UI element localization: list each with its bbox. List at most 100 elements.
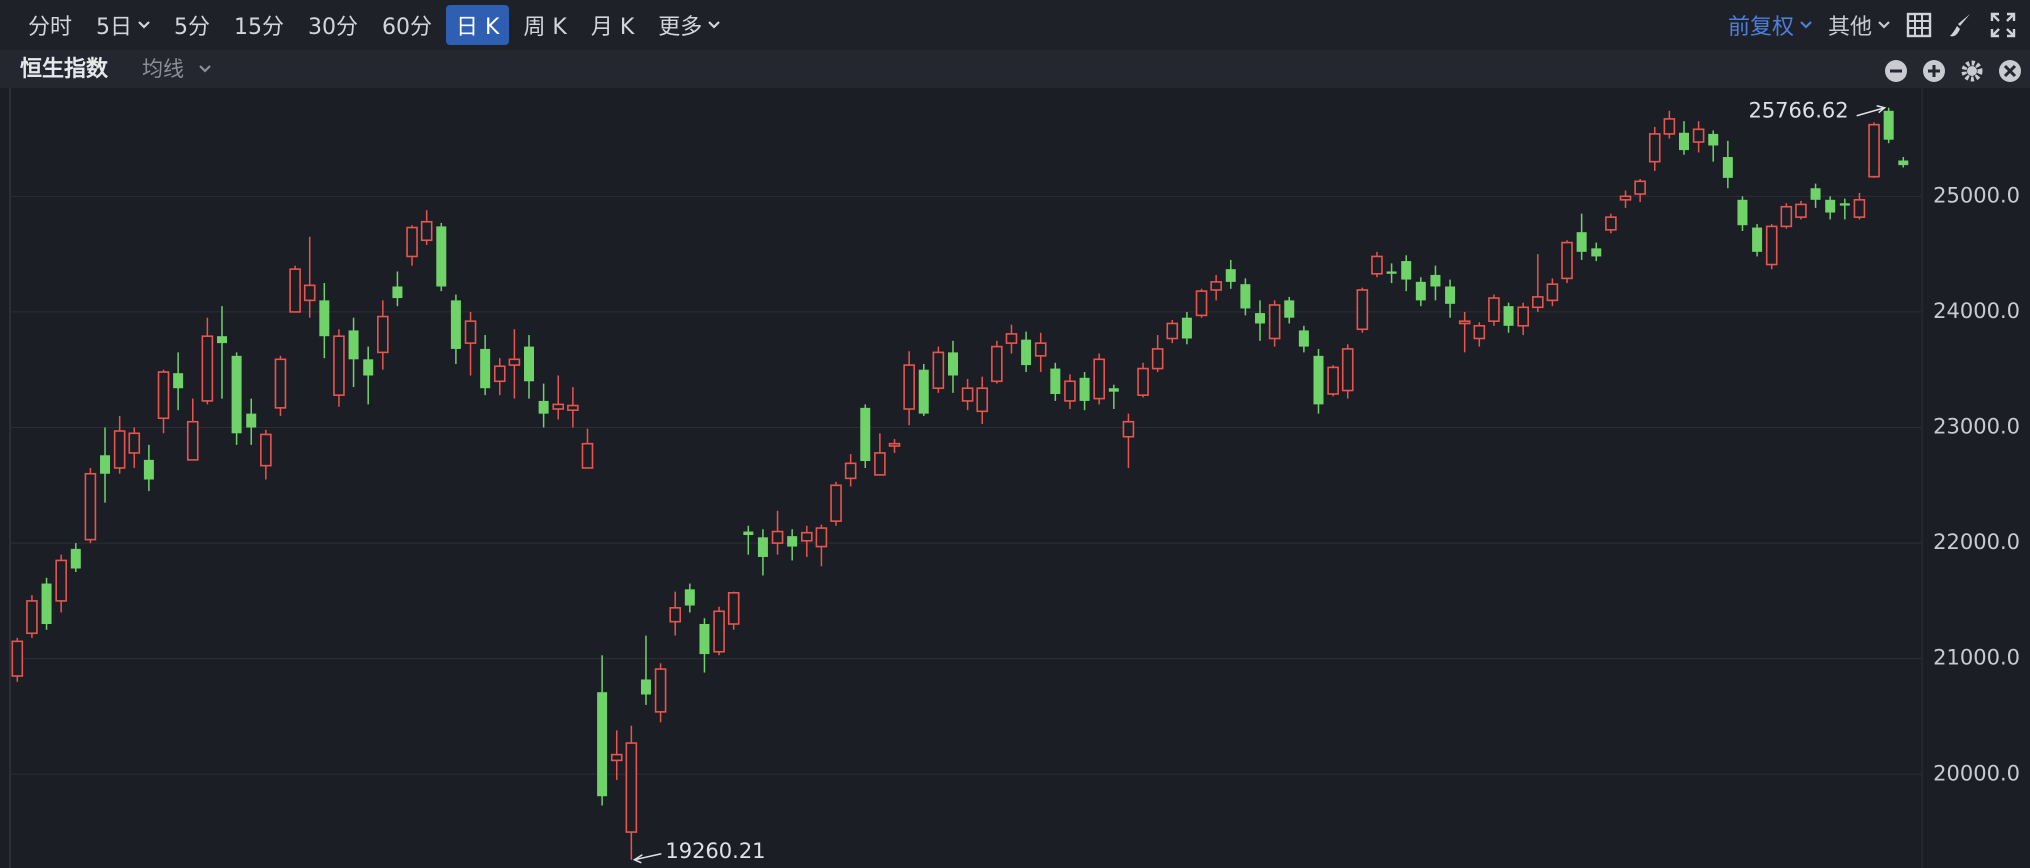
candle-body xyxy=(1810,188,1821,200)
candle-body xyxy=(625,742,638,833)
candle-body xyxy=(450,300,461,349)
candle-body xyxy=(1722,157,1733,178)
close-glyph xyxy=(2003,64,2017,78)
candle-body xyxy=(1473,324,1486,340)
period-tab[interactable]: 30分 xyxy=(298,5,368,45)
fullscreen-icon[interactable] xyxy=(1990,12,2016,38)
candle-body xyxy=(143,459,154,480)
candle-body xyxy=(41,583,52,625)
candle-body xyxy=(1356,289,1369,331)
candle-body xyxy=(363,359,374,376)
candle-body xyxy=(1210,281,1222,291)
candle-body xyxy=(1034,342,1047,357)
adjust-menu[interactable]: 前复权 xyxy=(1728,9,1812,41)
candle-body xyxy=(1765,225,1778,266)
period-tab[interactable]: 5分 xyxy=(164,5,220,45)
period-label: 月 K xyxy=(590,15,635,40)
candle-body xyxy=(231,355,242,434)
candle-body xyxy=(1663,118,1676,135)
candle-body xyxy=(1634,180,1646,195)
candle-body xyxy=(493,365,506,383)
caret xyxy=(708,21,721,29)
candle-body xyxy=(771,530,784,544)
candle-body xyxy=(113,430,126,469)
period-tab[interactable]: 15分 xyxy=(224,5,294,45)
caret xyxy=(1800,21,1812,29)
candle-body xyxy=(420,220,433,242)
candle-body xyxy=(84,472,97,541)
y-tick-label: 23000.0 xyxy=(1933,415,2020,439)
candle-body xyxy=(1122,420,1135,438)
candle-body xyxy=(1853,199,1866,218)
candle-body xyxy=(1064,380,1076,402)
candle-body xyxy=(1430,274,1441,287)
candle-body xyxy=(699,624,710,655)
candle-body xyxy=(11,640,24,677)
candle-body xyxy=(1619,195,1632,201)
chart-title: 恒生指数 xyxy=(20,56,109,82)
candle-body xyxy=(1780,205,1793,228)
candle-body xyxy=(1415,281,1426,301)
caret-path xyxy=(138,21,150,29)
candle-body xyxy=(1898,160,1909,166)
candle-body xyxy=(1137,367,1149,396)
candle-body xyxy=(610,753,623,762)
period-tab[interactable]: 分时 xyxy=(18,5,82,45)
period-tab[interactable]: 月 K xyxy=(581,5,644,45)
candle-body xyxy=(173,373,184,389)
candle-body xyxy=(1021,339,1032,366)
max-annotation: 25766.62 xyxy=(1748,99,1848,123)
candle-body xyxy=(903,364,915,410)
candle-body xyxy=(1517,306,1529,327)
candle-body xyxy=(1839,203,1850,206)
candle-body xyxy=(860,407,871,462)
toolbar-right: 前复权 其他 xyxy=(1728,0,2016,50)
candle-body xyxy=(1093,358,1105,400)
candle-body xyxy=(684,589,695,606)
candle-body xyxy=(888,442,901,447)
candle-body xyxy=(1648,133,1661,163)
candle-body xyxy=(597,692,608,797)
period-label: 日 K xyxy=(456,15,500,40)
candle-body xyxy=(260,433,272,467)
candle-body xyxy=(961,387,974,402)
candle-body xyxy=(1079,377,1090,401)
period-label: 5分 xyxy=(174,15,211,40)
candle-body xyxy=(844,462,857,480)
candle-body xyxy=(1531,296,1544,309)
draw-icon[interactable] xyxy=(1948,12,1974,38)
period-tab[interactable]: 更多 xyxy=(648,5,730,45)
candle-body xyxy=(289,268,301,313)
period-tab[interactable]: 60分 xyxy=(372,5,442,45)
max-arrow xyxy=(1856,105,1887,117)
caret xyxy=(199,65,211,73)
candle-body xyxy=(991,345,1003,383)
candle-body xyxy=(1195,290,1208,317)
y-tick-label: 25000.0 xyxy=(1933,183,2020,207)
candle-body xyxy=(1401,261,1412,280)
candle-body xyxy=(1708,133,1719,146)
settings[interactable] xyxy=(1961,60,1983,82)
candle-body xyxy=(1166,322,1179,340)
candle-body xyxy=(392,286,403,299)
candle-body xyxy=(830,484,842,522)
period-tab[interactable]: 日 K xyxy=(446,5,510,45)
period-list: 分时 5日 5分 15分 30分 60分日 K 周 K 月 K 更多 xyxy=(18,5,730,45)
candle-body xyxy=(55,559,67,602)
candle-body xyxy=(1050,368,1061,394)
period-label: 更多 xyxy=(658,15,703,40)
candle-body xyxy=(1678,132,1689,151)
period-tab[interactable]: 5日 xyxy=(86,5,160,45)
other-menu[interactable]: 其他 xyxy=(1828,9,1890,41)
period-label: 15分 xyxy=(234,15,285,40)
period-tab[interactable]: 周 K xyxy=(513,5,576,45)
layout-icon[interactable] xyxy=(1906,12,1932,38)
toolbar: 分时 5日 5分 15分 30分 60分日 K 周 K 月 K 更多 前复权 其他 xyxy=(0,0,2030,50)
indicator-menu[interactable]: 均线 xyxy=(142,57,184,81)
y-tick-label: 24000.0 xyxy=(1933,299,2020,323)
candle-body xyxy=(932,351,945,390)
candle-body xyxy=(1151,348,1164,370)
candle-body xyxy=(128,432,141,454)
